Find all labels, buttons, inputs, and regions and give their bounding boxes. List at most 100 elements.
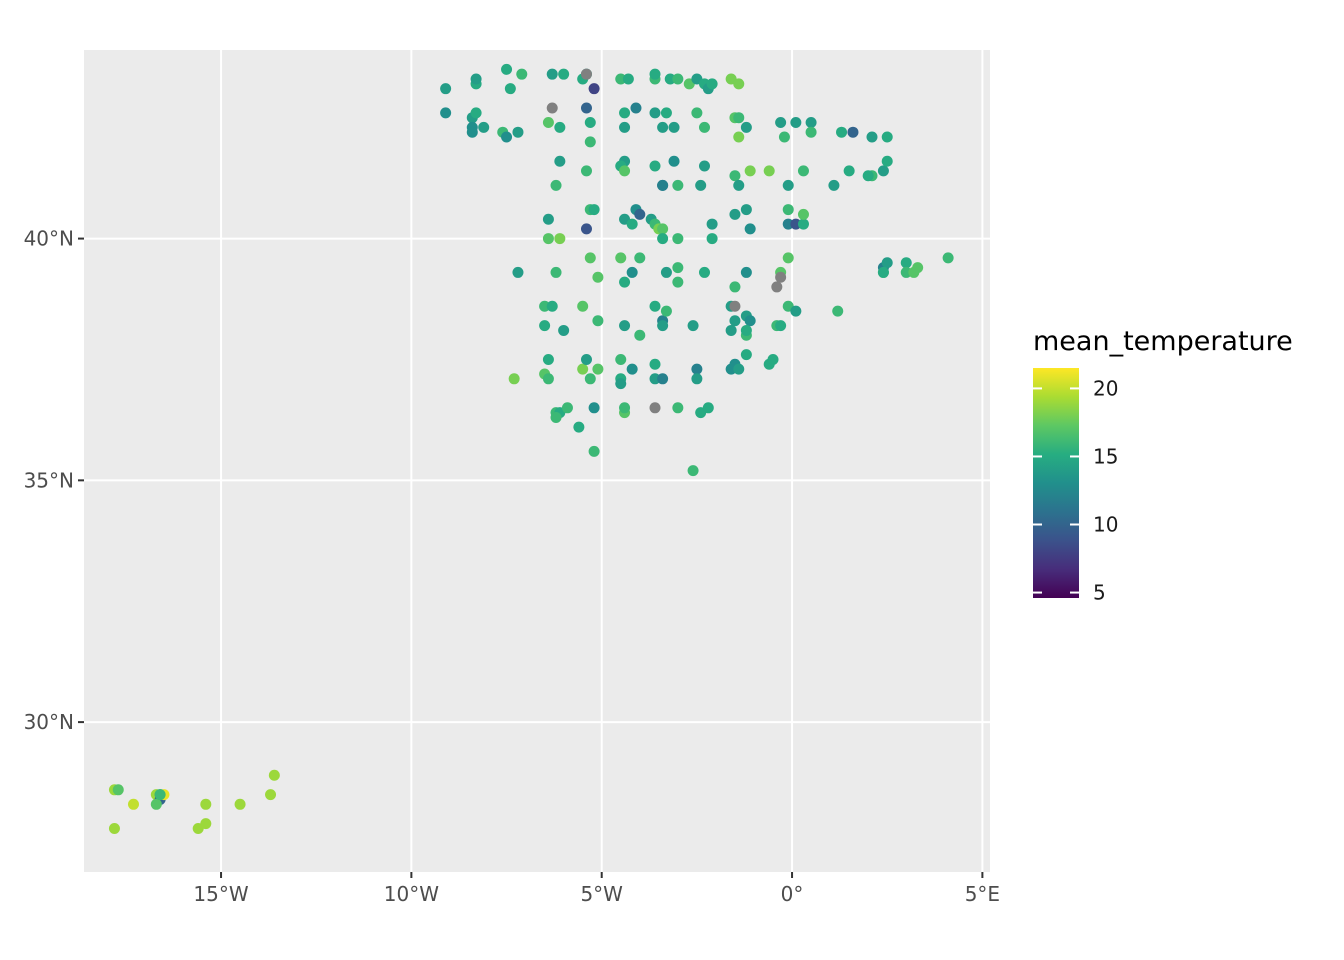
station-point [782,179,794,191]
station-point [592,271,604,283]
station-point [660,266,672,278]
station-point [619,402,631,414]
station-point [440,83,452,95]
station-point [234,798,246,810]
station-point [790,117,802,129]
station-point [740,266,752,278]
station-point [508,373,520,385]
station-point [668,121,680,133]
station-point [649,68,661,80]
station-point [657,121,669,133]
station-point [580,165,592,177]
station-point [797,208,809,220]
station-point [698,121,710,133]
station-point [634,252,646,264]
station-point [657,320,669,332]
station-point [634,329,646,341]
station-point [649,358,661,370]
station-point [687,320,699,332]
station-point [695,179,707,191]
station-point [577,300,589,312]
station-point [797,165,809,177]
station-point [558,68,570,80]
station-point [664,73,676,85]
station-point [649,373,661,385]
station-point [630,102,642,114]
y-tick-label: 30°N [24,710,74,734]
station-point [200,818,212,830]
station-point [588,402,600,414]
x-tick-label: 5°W [580,882,623,906]
station-point [584,117,596,129]
station-point [501,131,513,143]
station-point [584,373,596,385]
station-point [862,170,874,182]
station-point [584,252,596,264]
station-point [763,165,775,177]
station-point [740,121,752,133]
station-point [672,262,684,274]
x-tick-label: 10°W [384,882,439,906]
legend-tick-label: 5 [1093,581,1106,605]
station-point [733,112,745,124]
station-point [200,798,212,810]
station-point [881,131,893,143]
station-point [805,126,817,138]
station-point [775,117,787,129]
station-point [112,784,124,796]
legend-ticks: 20 15 10 5 [1033,376,1118,605]
station-point [828,179,840,191]
station-point [729,300,741,312]
station-point [782,204,794,216]
panel-background [84,50,990,872]
station-point [584,136,596,148]
station-point [588,83,600,95]
station-point [649,300,661,312]
y-tick-label: 40°N [24,227,74,251]
legend-title: mean_temperature [1033,326,1293,357]
station-point [672,179,684,191]
station-point [550,179,562,191]
station-point [672,233,684,245]
station-point [470,73,482,85]
station-point [729,170,741,182]
station-point [542,353,554,365]
station-point [778,131,790,143]
station-point [767,353,779,365]
station-point [501,63,513,75]
station-point [942,252,954,264]
legend-tick-label: 20 [1093,376,1118,400]
station-point [733,131,745,143]
station-point [504,83,516,95]
station-point [542,233,554,245]
station-point [706,233,718,245]
station-point [626,218,638,230]
station-point [550,411,562,423]
station-point [877,165,889,177]
station-point [660,305,672,317]
station-point [626,363,638,375]
station-point [847,126,859,138]
station-point [619,121,631,133]
station-point [580,223,592,235]
station-point [881,155,893,167]
station-point [733,363,745,375]
station-point [836,126,848,138]
station-point [554,121,566,133]
station-point [542,213,554,225]
station-point [912,262,924,274]
station-point [470,107,482,119]
legend-tick-label: 10 [1093,513,1118,537]
station-point [744,315,756,327]
station-point [619,165,631,177]
station-point [539,300,551,312]
station-point [740,204,752,216]
station-point [657,223,669,235]
y-axis: 30°N 35°N 40°N [24,227,84,734]
station-point [698,160,710,172]
station-point [516,68,528,80]
station-point [706,218,718,230]
station-point [668,155,680,167]
station-point [660,107,672,119]
